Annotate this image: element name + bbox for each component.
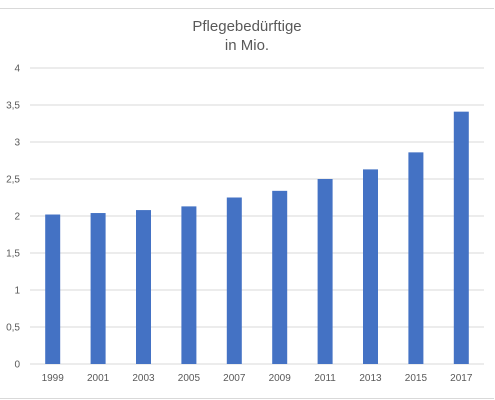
y-tick-label: 0,5	[6, 323, 20, 334]
x-tick-label: 2017	[450, 373, 473, 384]
x-tick-label: 2005	[178, 373, 201, 384]
bar-2001	[90, 213, 106, 364]
x-tick-label: 2013	[359, 373, 382, 384]
x-tick-label: 2011	[314, 373, 336, 384]
bar-2003	[136, 210, 151, 364]
y-tick-label: 0	[14, 360, 20, 371]
bar-2005	[181, 206, 197, 364]
bar-1999	[45, 214, 61, 364]
x-tick-label: 2009	[269, 373, 292, 384]
bar-2011	[317, 179, 333, 364]
x-tick-label: 2015	[405, 373, 428, 384]
x-tick-label: 2001	[87, 373, 110, 384]
chart-title-line-2: in Mio.	[225, 37, 269, 54]
y-tick-label: 2,5	[6, 175, 20, 186]
bar-2013	[363, 169, 378, 364]
bar-2007	[226, 197, 242, 364]
x-tick-label: 2007	[223, 373, 246, 384]
chart-title-line-1: Pflegebedürftige	[192, 18, 301, 35]
y-tick-label: 1,5	[6, 249, 20, 260]
bar-2015	[408, 152, 424, 364]
y-tick-label: 4	[14, 64, 20, 75]
y-tick-label: 1	[14, 286, 20, 297]
y-axis-ticks: 0 0,5 1 1,5 2 2,5 3 3,5 4	[6, 64, 20, 371]
bar-2009	[272, 190, 288, 364]
y-tick-label: 2	[14, 212, 20, 223]
x-tick-label: 1999	[42, 373, 65, 384]
bars	[45, 111, 469, 364]
chart-frame	[0, 8, 494, 399]
gridlines	[30, 67, 484, 365]
x-axis-ticks: 1999 2001 2003 2005 2007 2009 2011 2013 2015 2017	[42, 373, 473, 384]
x-tick-label: 2003	[132, 373, 155, 384]
y-tick-label: 3,5	[6, 101, 20, 112]
y-tick-label: 3	[14, 138, 20, 149]
bar-2017	[453, 111, 469, 364]
